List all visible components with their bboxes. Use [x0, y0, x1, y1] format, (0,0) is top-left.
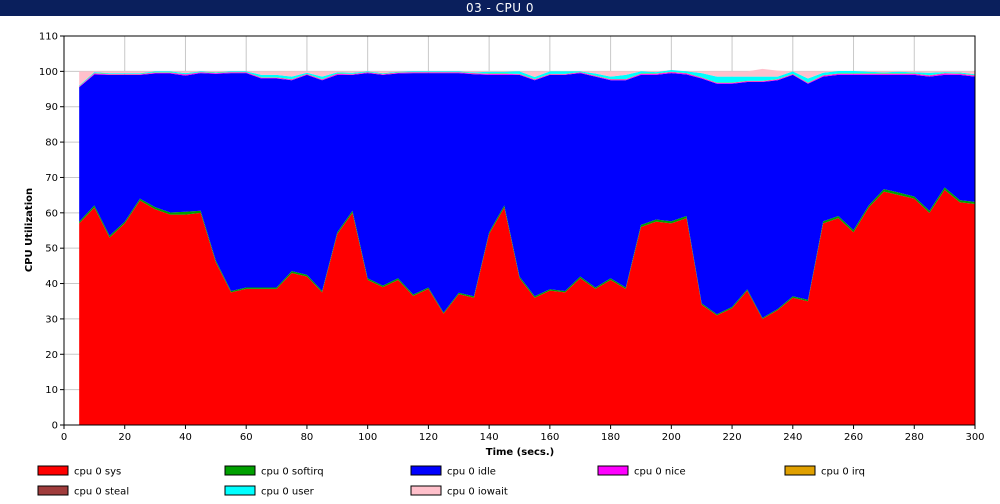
legend-swatch-cpu-0-iowait — [410, 485, 442, 496]
y-axis-label: CPU Utilization — [24, 188, 35, 272]
stacked-areas — [79, 68, 976, 425]
area-cpu-0-irq — [79, 71, 976, 87]
y-tick-label-80: 80 — [45, 138, 58, 149]
area-cpu-0-user — [79, 69, 976, 87]
x-tick-label-300: 300 — [965, 432, 984, 443]
area-cpu-0-iowait — [79, 68, 976, 86]
legend-swatch-cpu-0-user — [224, 485, 256, 496]
legend-label-cpu-0-softirq: cpu 0 softirq — [261, 467, 324, 478]
legend-label-cpu-0-steal: cpu 0 steal — [74, 487, 129, 498]
x-tick-label-220: 220 — [723, 432, 742, 443]
y-tick-label-100: 100 — [39, 67, 58, 78]
legend-swatch-cpu-0-idle — [410, 465, 442, 476]
x-tick-label-60: 60 — [240, 432, 253, 443]
y-tick-label-40: 40 — [45, 279, 58, 290]
x-axis-ticks: 0 20 40 60 80 100 120 140 160 180 200 220 240 260 280 3… — [61, 425, 985, 443]
x-tick-label-20: 20 — [118, 432, 131, 443]
legend-swatch-cpu-0-irq — [784, 465, 816, 476]
x-axis-label: Time (secs.) — [486, 447, 555, 458]
y-tick-label-20: 20 — [45, 350, 58, 361]
window-title: 03 - CPU 0 — [0, 0, 1000, 16]
legend: cpu 0 sys cpu 0 softirq cpu 0 idle cpu 0 ni… — [37, 465, 865, 498]
legend-label-cpu-0-user: cpu 0 user — [261, 487, 315, 498]
y-tick-label-60: 60 — [45, 208, 58, 219]
legend-label-cpu-0-sys: cpu 0 sys — [74, 467, 121, 478]
x-tick-label-140: 140 — [480, 432, 499, 443]
legend-label-cpu-0-nice: cpu 0 nice — [634, 467, 686, 478]
x-tick-label-180: 180 — [601, 432, 620, 443]
x-tick-label-0: 0 — [61, 432, 67, 443]
x-tick-label-260: 260 — [844, 432, 863, 443]
y-tick-label-110: 110 — [39, 32, 58, 43]
legend-swatch-cpu-0-steal — [37, 485, 69, 496]
legend-label-cpu-0-iowait: cpu 0 iowait — [447, 487, 508, 498]
x-tick-label-240: 240 — [783, 432, 802, 443]
x-tick-label-120: 120 — [419, 432, 438, 443]
x-tick-label-280: 280 — [905, 432, 924, 443]
plot-border — [63, 35, 976, 426]
x-tick-label-100: 100 — [358, 432, 377, 443]
y-tick-label-0: 0 — [52, 421, 58, 432]
legend-swatch-cpu-0-nice — [597, 465, 629, 476]
x-tick-label-80: 80 — [301, 432, 314, 443]
area-cpu-0-sys — [79, 189, 976, 425]
legend-label-cpu-0-idle: cpu 0 idle — [447, 467, 496, 478]
legend-swatch-cpu-0-softirq — [224, 465, 256, 476]
y-axis-ticks: 0 10 20 30 40 50 60 70 80 90 100 110 — [39, 32, 64, 432]
area-cpu-0-idle — [79, 73, 976, 318]
x-tick-label-200: 200 — [662, 432, 681, 443]
y-tick-label-10: 10 — [45, 385, 58, 396]
y-tick-label-90: 90 — [45, 102, 58, 113]
legend-swatch-cpu-0-sys — [37, 465, 69, 476]
x-tick-label-160: 160 — [540, 432, 559, 443]
y-tick-label-70: 70 — [45, 173, 58, 184]
x-tick-label-40: 40 — [179, 432, 192, 443]
area-cpu-0-nice — [79, 72, 976, 88]
y-tick-label-50: 50 — [45, 244, 58, 255]
legend-label-cpu-0-irq: cpu 0 irq — [821, 467, 865, 478]
y-tick-label-30: 30 — [45, 314, 58, 325]
